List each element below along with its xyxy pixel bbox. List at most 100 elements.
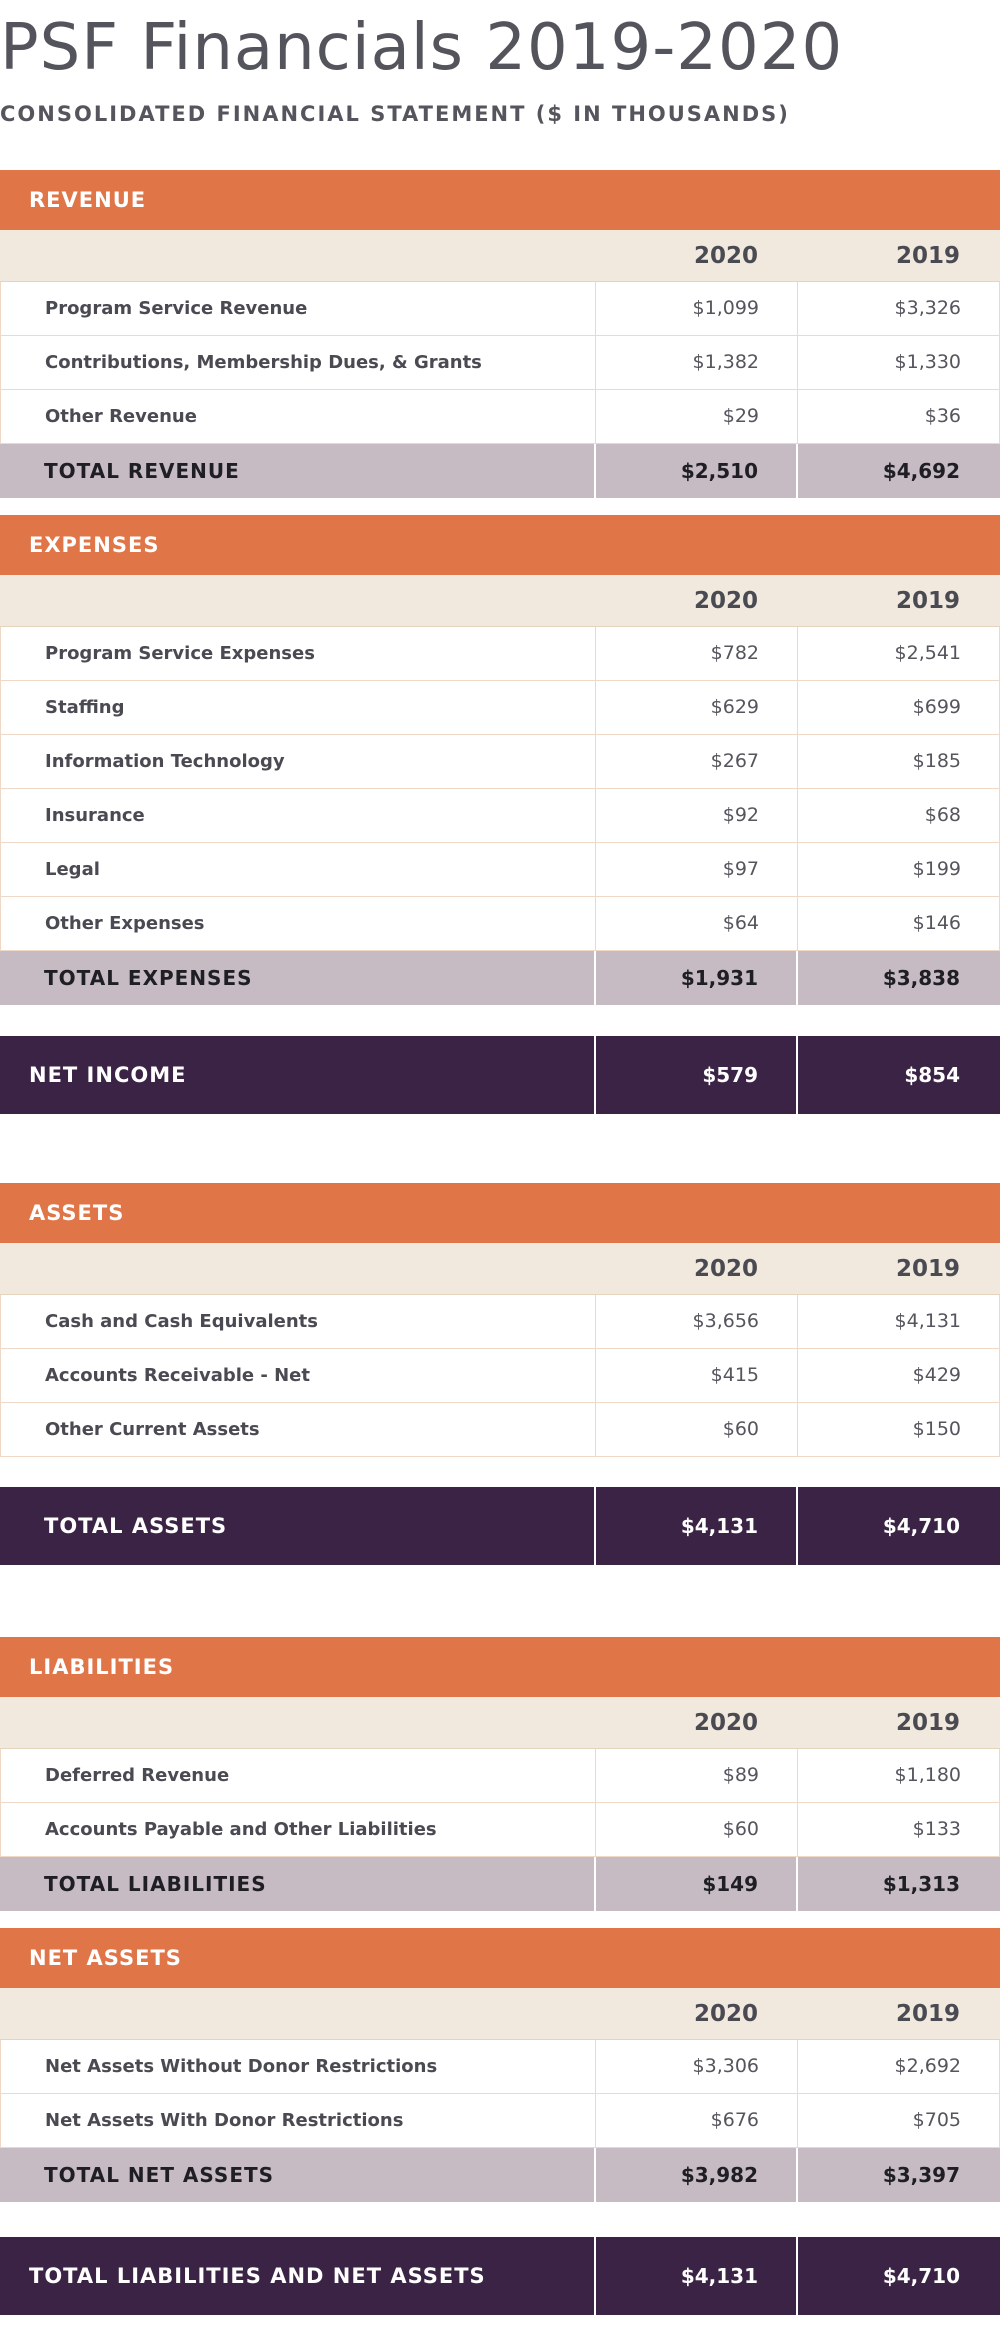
total-liabilities-row: TOTAL LIABILITIES $149 $1,313: [0, 1857, 1000, 1911]
row-label: Staffing: [1, 681, 596, 734]
table-row: Deferred Revenue $89 $1,180: [0, 1749, 1000, 1803]
year-2019-header: 2019: [895, 588, 960, 614]
revenue-section: REVENUE 2020 2019 Program Service Revenu…: [0, 170, 1000, 498]
total-2019: $4,692: [882, 459, 960, 483]
table-row: Accounts Receivable - Net $415 $429: [0, 1349, 1000, 1403]
row-label: Contributions, Membership Dues, & Grants: [1, 336, 596, 389]
total-2019: $1,313: [882, 1872, 960, 1896]
liabilities-section: LIABILITIES 2020 2019 Deferred Revenue $…: [0, 1637, 1000, 1911]
total-expenses-row: TOTAL EXPENSES $1,931 $3,838: [0, 951, 1000, 1005]
row-label: Program Service Revenue: [1, 282, 596, 335]
total-2019: $3,397: [882, 2163, 960, 2187]
row-label: Information Technology: [1, 735, 596, 788]
value-2019: $705: [912, 2109, 961, 2131]
value-2020: $60: [596, 1803, 798, 1856]
value-2020: $64: [596, 897, 798, 950]
table-row: Other Revenue $29 $36: [0, 390, 1000, 444]
total-2020: $1,931: [596, 951, 798, 1005]
total-liabilities-net-assets-row: TOTAL LIABILITIES AND NET ASSETS $4,131 …: [0, 2237, 1000, 2315]
year-2020-header: 2020: [693, 1710, 758, 1736]
value-2020: $3,306: [596, 2040, 798, 2093]
table-row: Accounts Payable and Other Liabilities $…: [0, 1803, 1000, 1857]
total-liabilities-net-assets-2019: $4,710: [882, 2264, 960, 2288]
table-row: Information Technology $267 $185: [0, 735, 1000, 789]
table-row: Other Current Assets $60 $150: [0, 1403, 1000, 1457]
row-label: Other Expenses: [1, 897, 596, 950]
value-2019: $4,131: [894, 1310, 961, 1332]
value-2020: $97: [596, 843, 798, 896]
year-2019-header: 2019: [895, 1710, 960, 1736]
total-liabilities-net-assets-label: TOTAL LIABILITIES AND NET ASSETS: [0, 2237, 596, 2315]
table-row: Program Service Expenses $782 $2,541: [0, 627, 1000, 681]
year-2020-header: 2020: [693, 588, 758, 614]
table-row: Legal $97 $199: [0, 843, 1000, 897]
total-assets-2020: $4,131: [596, 1487, 798, 1565]
row-label: Net Assets With Donor Restrictions: [1, 2094, 596, 2147]
total-assets-2019: $4,710: [882, 1514, 960, 1538]
total-assets-row: TOTAL ASSETS $4,131 $4,710: [0, 1487, 1000, 1565]
net-income-row: NET INCOME $579 $854: [0, 1036, 1000, 1114]
liabilities-heading: LIABILITIES: [0, 1637, 1000, 1697]
year-2019-header: 2019: [895, 1256, 960, 1282]
value-2019: $2,692: [894, 2055, 961, 2077]
assets-year-row: 2020 2019: [0, 1243, 1000, 1295]
total-label: TOTAL EXPENSES: [0, 951, 596, 1005]
row-label: Other Current Assets: [1, 1403, 596, 1456]
row-label: Deferred Revenue: [1, 1749, 596, 1802]
value-2019: $1,180: [894, 1764, 961, 1786]
total-2020: $149: [596, 1857, 798, 1911]
value-2019: $150: [912, 1418, 961, 1440]
row-label: Other Revenue: [1, 390, 596, 443]
value-2019: $68: [924, 804, 961, 826]
net-assets-heading: NET ASSETS: [0, 1928, 1000, 1988]
value-2020: $676: [596, 2094, 798, 2147]
total-label: TOTAL REVENUE: [0, 444, 596, 498]
revenue-heading: REVENUE: [0, 170, 1000, 230]
net-assets-section: NET ASSETS 2020 2019 Net Assets Without …: [0, 1928, 1000, 2202]
total-assets-label: TOTAL ASSETS: [0, 1487, 596, 1565]
expenses-year-row: 2020 2019: [0, 575, 1000, 627]
value-2019: $2,541: [894, 642, 961, 664]
value-2020: $29: [596, 390, 798, 443]
net-income-label: NET INCOME: [0, 1036, 596, 1114]
year-2020-header: 2020: [693, 2001, 758, 2027]
net-income-2020: $579: [596, 1036, 798, 1114]
value-2019: $133: [912, 1818, 961, 1840]
value-2020: $782: [596, 627, 798, 680]
value-2019: $1,330: [894, 351, 961, 373]
total-label: TOTAL LIABILITIES: [0, 1857, 596, 1911]
row-label: Accounts Receivable - Net: [1, 1349, 596, 1402]
expenses-heading: EXPENSES: [0, 515, 1000, 575]
value-2020: $267: [596, 735, 798, 788]
net-assets-year-row: 2020 2019: [0, 1988, 1000, 2040]
value-2019: $185: [912, 750, 961, 772]
value-2020: $629: [596, 681, 798, 734]
value-2019: $36: [924, 405, 961, 427]
row-label: Accounts Payable and Other Liabilities: [1, 1803, 596, 1856]
table-row: Net Assets Without Donor Restrictions $3…: [0, 2040, 1000, 2094]
table-row: Cash and Cash Equivalents $3,656 $4,131: [0, 1295, 1000, 1349]
value-2020: $60: [596, 1403, 798, 1456]
page-title: PSF Financials 2019-2020: [0, 11, 844, 85]
total-2019: $3,838: [882, 966, 960, 990]
value-2019: $199: [912, 858, 961, 880]
table-row: Net Assets With Donor Restrictions $676 …: [0, 2094, 1000, 2148]
row-label: Program Service Expenses: [1, 627, 596, 680]
table-row: Contributions, Membership Dues, & Grants…: [0, 336, 1000, 390]
value-2019: $699: [912, 696, 961, 718]
value-2020: $415: [596, 1349, 798, 1402]
liabilities-year-row: 2020 2019: [0, 1697, 1000, 1749]
year-2020-header: 2020: [693, 1256, 758, 1282]
table-row: Insurance $92 $68: [0, 789, 1000, 843]
year-2019-header: 2019: [895, 243, 960, 269]
assets-heading: ASSETS: [0, 1183, 1000, 1243]
table-row: Other Expenses $64 $146: [0, 897, 1000, 951]
row-label: Cash and Cash Equivalents: [1, 1295, 596, 1348]
revenue-year-row: 2020 2019: [0, 230, 1000, 282]
total-net-assets-row: TOTAL NET ASSETS $3,982 $3,397: [0, 2148, 1000, 2202]
value-2019: $146: [912, 912, 961, 934]
table-row: Program Service Revenue $1,099 $3,326: [0, 282, 1000, 336]
net-income-2019: $854: [904, 1063, 960, 1087]
value-2020: $92: [596, 789, 798, 842]
